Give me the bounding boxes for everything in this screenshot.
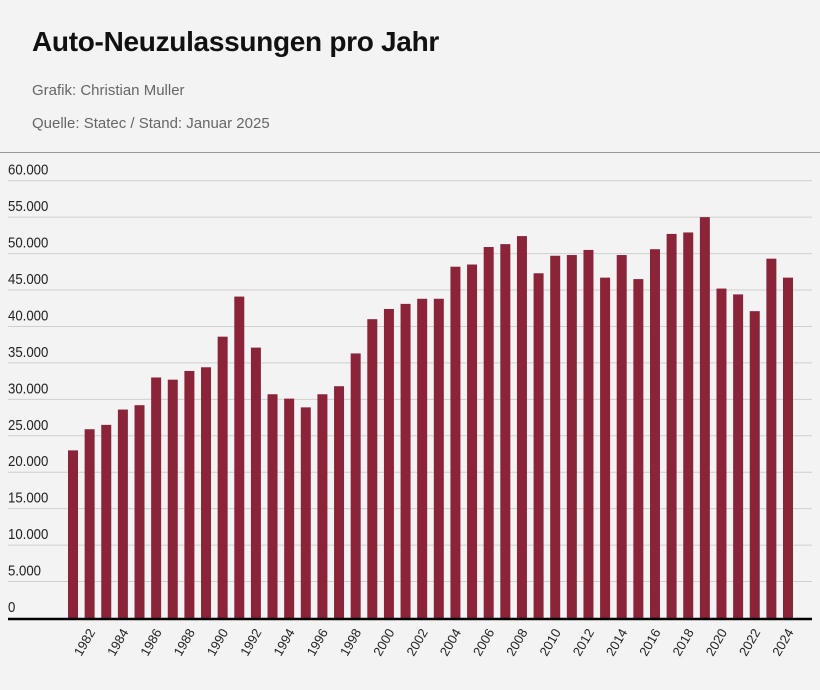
y-tick-label: 0 [8, 598, 15, 615]
y-tick-label: 50.000 [8, 234, 48, 251]
x-tick-label: 2006 [470, 626, 497, 659]
bar-2018 [683, 232, 694, 618]
bar-1982 [84, 429, 95, 618]
y-tick-label: 15.000 [8, 489, 48, 506]
bar-2000 [383, 308, 394, 618]
source-line: Quelle: Statec / Stand: Januar 2025 [32, 115, 270, 132]
bar-2017 [666, 233, 677, 618]
y-tick-label: 35.000 [8, 343, 48, 360]
bar-2007 [500, 244, 511, 618]
bar-2001 [400, 303, 411, 618]
bar-1986 [151, 377, 162, 618]
y-tick-label: 45.000 [8, 270, 48, 287]
y-tick-label: 30.000 [8, 380, 48, 397]
bar-2005 [467, 264, 478, 618]
x-tick-label: 2000 [370, 626, 397, 659]
bar-2015 [633, 279, 644, 618]
bar-2021 [733, 294, 744, 618]
bar-1981 [68, 450, 78, 618]
x-tick-label: 2024 [769, 626, 796, 659]
x-tick-label: 2022 [736, 626, 763, 659]
x-tick-label: 2010 [536, 626, 563, 659]
bar-2008 [516, 236, 527, 618]
y-tick-label: 10.000 [8, 525, 48, 542]
bar-1992 [250, 347, 261, 618]
bar-1993 [267, 394, 278, 618]
credit-line: Grafik: Christian Muller [32, 82, 185, 99]
header-divider [0, 152, 820, 153]
x-tick-label: 2008 [503, 626, 530, 659]
bar-2004 [450, 266, 461, 618]
bar-1987 [167, 379, 178, 618]
x-tick-label: 1994 [270, 626, 297, 659]
x-tick-label: 1988 [171, 626, 198, 659]
bar-1997 [334, 386, 345, 618]
bar-1984 [117, 409, 128, 618]
bar-2003 [433, 298, 444, 618]
y-tick-label: 40.000 [8, 307, 48, 324]
x-tick-label: 2020 [703, 626, 730, 659]
x-tick-label: 1996 [304, 626, 331, 659]
bar-1995 [300, 407, 311, 618]
x-tick-label: 1990 [204, 626, 231, 659]
y-tick-label: 60.000 [8, 161, 48, 178]
bar-2013 [600, 277, 611, 618]
x-tick-label: 2016 [636, 626, 663, 659]
bar-2020 [716, 288, 727, 618]
x-tick-label: 1992 [237, 626, 264, 659]
x-tick-label: 1998 [337, 626, 364, 659]
x-tick-label: 2018 [669, 626, 696, 659]
x-tick-label: 1986 [137, 626, 164, 659]
y-tick-label: 20.000 [8, 452, 48, 469]
bar-2019 [699, 217, 710, 618]
bar-2016 [649, 249, 660, 618]
y-tick-label: 25.000 [8, 416, 48, 433]
x-tick-label: 1984 [104, 626, 131, 659]
x-tick-label: 2002 [403, 626, 430, 659]
bar-2010 [550, 255, 561, 618]
bar-2024 [783, 277, 793, 618]
y-tick-label: 5.000 [8, 562, 41, 579]
bar-1990 [217, 336, 228, 618]
bar-1991 [234, 296, 245, 618]
bar-2012 [583, 249, 594, 619]
y-tick-label: 55.000 [8, 197, 48, 214]
bar-1998 [350, 353, 361, 618]
x-tick-label: 2012 [570, 626, 597, 659]
bar-1999 [367, 319, 378, 618]
x-tick-label: 2014 [603, 626, 630, 659]
bar-1983 [101, 424, 112, 618]
x-tick-label: 2004 [437, 626, 464, 659]
bar-2014 [616, 255, 627, 618]
bar-2023 [766, 258, 777, 618]
x-tick-label: 1982 [71, 626, 98, 659]
bar-2011 [566, 255, 577, 618]
bar-2006 [483, 247, 494, 618]
bar-1996 [317, 394, 328, 618]
bar-2009 [533, 273, 544, 618]
chart-title: Auto-Neuzulassungen pro Jahr [32, 26, 439, 57]
bar-2022 [749, 311, 760, 618]
bar-1989 [201, 367, 212, 618]
bar-2002 [417, 298, 428, 618]
bar-1994 [284, 398, 295, 618]
bar-1985 [134, 405, 145, 618]
bar-1988 [184, 370, 195, 618]
